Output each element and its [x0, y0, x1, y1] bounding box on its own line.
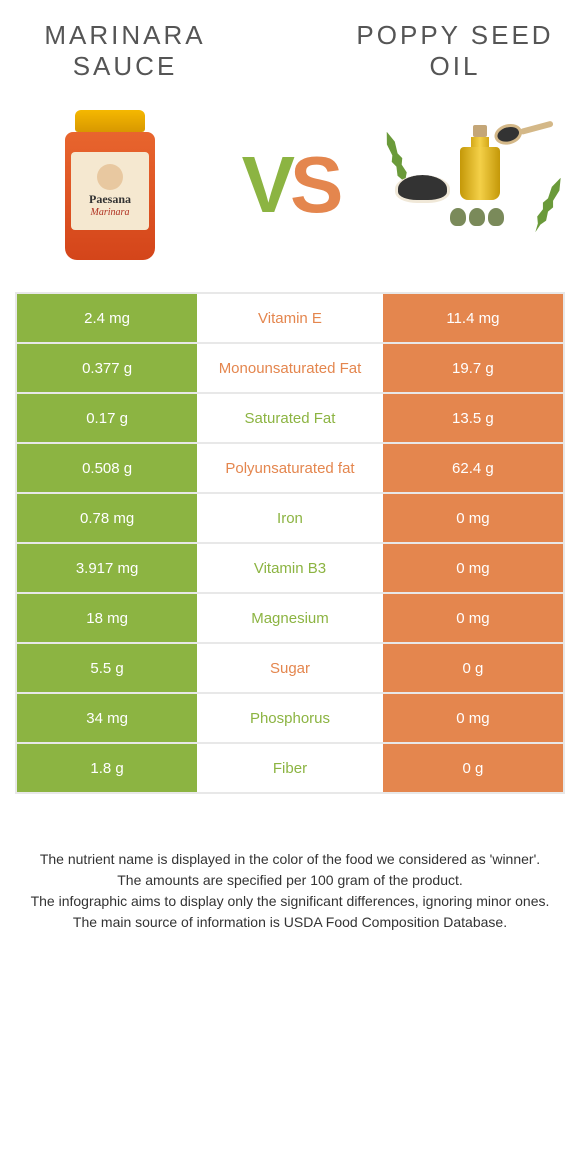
note-line: The infographic aims to display only the…	[25, 891, 555, 912]
table-row: 0.78 mgIron0 mg	[17, 494, 563, 544]
table-row: 18 mgMagnesium0 mg	[17, 594, 563, 644]
left-value: 2.4 mg	[17, 294, 197, 342]
right-value: 0 mg	[383, 494, 563, 542]
nutrient-name: Saturated Fat	[197, 394, 383, 442]
left-title: MARINARA SAUCE	[15, 20, 235, 82]
sauce-jar-icon: Paesana Marinara	[65, 110, 155, 260]
table-row: 34 mgPhosphorus0 mg	[17, 694, 563, 744]
right-value: 0 mg	[383, 544, 563, 592]
vs-v: V	[242, 140, 290, 229]
note-line: The amounts are specified per 100 gram o…	[25, 870, 555, 891]
table-row: 0.17 gSaturated Fat13.5 g	[17, 394, 563, 444]
nutrient-name: Vitamin B3	[197, 544, 383, 592]
nutrient-name: Sugar	[197, 644, 383, 692]
table-row: 0.377 gMonounsaturated Fat19.7 g	[17, 344, 563, 394]
right-title: POPPY SEED OIL	[345, 20, 565, 82]
nutrient-name: Polyunsaturated fat	[197, 444, 383, 492]
right-value: 13.5 g	[383, 394, 563, 442]
left-image: Paesana Marinara	[25, 102, 195, 267]
left-value: 5.5 g	[17, 644, 197, 692]
right-value: 0 mg	[383, 594, 563, 642]
table-row: 3.917 mgVitamin B30 mg	[17, 544, 563, 594]
nutrient-name: Vitamin E	[197, 294, 383, 342]
left-value: 0.377 g	[17, 344, 197, 392]
right-value: 0 g	[383, 644, 563, 692]
nutrient-name: Monounsaturated Fat	[197, 344, 383, 392]
right-image	[385, 102, 555, 267]
right-value: 19.7 g	[383, 344, 563, 392]
right-value: 11.4 mg	[383, 294, 563, 342]
nutrient-name: Fiber	[197, 744, 383, 792]
table-row: 5.5 gSugar0 g	[17, 644, 563, 694]
right-value: 0 g	[383, 744, 563, 792]
hero-row: Paesana Marinara VS	[15, 102, 565, 267]
nutrient-name: Magnesium	[197, 594, 383, 642]
left-value: 18 mg	[17, 594, 197, 642]
table-row: 1.8 gFiber0 g	[17, 744, 563, 794]
titles-row: MARINARA SAUCE POPPY SEED OIL	[15, 20, 565, 82]
left-value: 34 mg	[17, 694, 197, 742]
right-value: 0 mg	[383, 694, 563, 742]
vs-s: S	[290, 140, 338, 229]
left-value: 0.17 g	[17, 394, 197, 442]
left-value: 3.917 mg	[17, 544, 197, 592]
note-line: The main source of information is USDA F…	[25, 912, 555, 933]
right-value: 62.4 g	[383, 444, 563, 492]
jar-brand2-text: Marinara	[91, 207, 130, 218]
left-value: 0.78 mg	[17, 494, 197, 542]
vs-label: VS	[242, 139, 339, 231]
left-value: 0.508 g	[17, 444, 197, 492]
jar-brand-text: Paesana	[89, 192, 131, 207]
nutrient-name: Iron	[197, 494, 383, 542]
table-row: 0.508 gPolyunsaturated fat62.4 g	[17, 444, 563, 494]
note-line: The nutrient name is displayed in the co…	[25, 849, 555, 870]
footer-notes: The nutrient name is displayed in the co…	[15, 849, 565, 933]
left-value: 1.8 g	[17, 744, 197, 792]
poppy-oil-icon	[385, 120, 555, 250]
nutrient-name: Phosphorus	[197, 694, 383, 742]
table-row: 2.4 mgVitamin E11.4 mg	[17, 294, 563, 344]
comparison-table: 2.4 mgVitamin E11.4 mg0.377 gMonounsatur…	[15, 292, 565, 794]
